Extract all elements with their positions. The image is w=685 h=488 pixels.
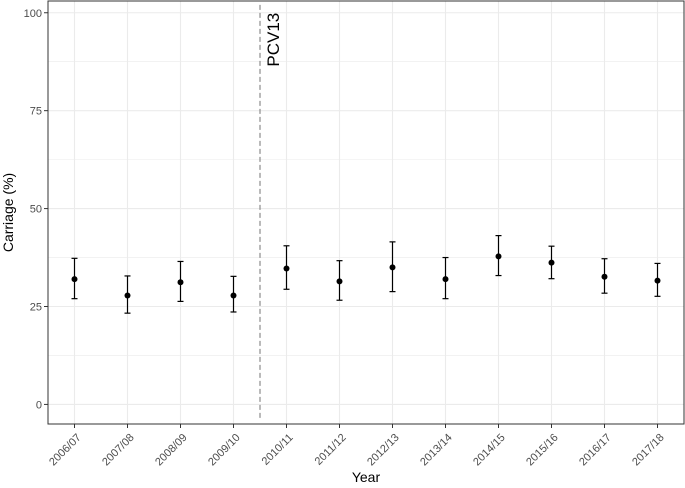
data-point — [389, 264, 396, 271]
x-tick-label: 2006/07 — [47, 432, 84, 469]
data-point — [230, 292, 237, 299]
x-tick-label: 2013/14 — [418, 432, 455, 469]
y-tick-label: 75 — [30, 106, 42, 118]
y-tick-label: 100 — [24, 8, 42, 20]
data-point — [601, 273, 608, 280]
x-tick-label: 2014/15 — [471, 432, 508, 469]
x-tick-label: 2015/16 — [524, 432, 561, 469]
x-tick-label: 2012/13 — [365, 432, 402, 469]
x-axis: 2006/07 2007/08 2008/09 2009/10 2010/11 2011/… — [47, 424, 667, 468]
x-tick-label: 2017/18 — [630, 432, 667, 469]
pcv13-annotation: PCV13 — [264, 13, 283, 67]
x-axis-title: Year — [352, 469, 381, 485]
x-tick-label: 2007/08 — [100, 432, 137, 469]
data-point — [283, 265, 290, 272]
y-tick-label: 50 — [30, 204, 42, 216]
panel-border — [47, 0, 685, 425]
y-axis-title: Carriage (%) — [0, 173, 16, 252]
data-point — [71, 276, 78, 283]
y-tick-label: 0 — [36, 399, 42, 411]
y-axis: 0 25 50 75 100 — [24, 8, 48, 411]
data-point — [336, 278, 343, 285]
error-bars — [71, 235, 661, 314]
data-point — [442, 276, 449, 283]
data-point — [124, 292, 131, 299]
x-tick-label: 2008/09 — [153, 432, 190, 469]
x-tick-label: 2010/11 — [260, 432, 296, 468]
data-point — [177, 279, 184, 286]
x-tick-label: 2011/12 — [313, 432, 349, 468]
x-tick-label: 2009/10 — [206, 432, 243, 469]
grid — [48, 1, 684, 424]
data-point — [495, 253, 502, 260]
data-point — [654, 277, 661, 284]
data-points — [71, 253, 661, 299]
y-tick-label: 25 — [30, 302, 42, 314]
data-point — [548, 259, 555, 266]
x-tick-label: 2016/17 — [577, 432, 614, 469]
